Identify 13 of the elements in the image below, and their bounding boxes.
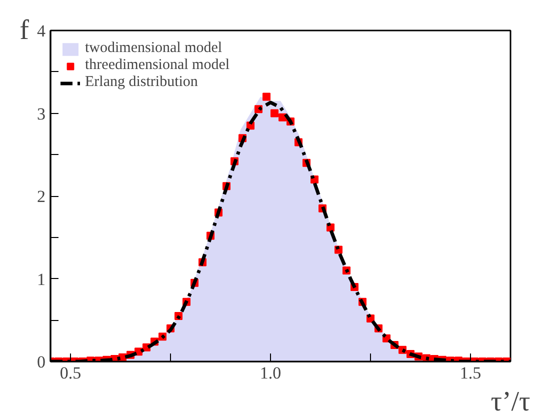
x-axis-title: τ’/τ	[490, 386, 530, 418]
y-tick-label: 2	[37, 187, 46, 206]
x-tick-label: 0.5	[60, 364, 82, 382]
y-tick-label: 0	[37, 352, 46, 372]
y-tick-label: 1	[37, 270, 46, 289]
legend-label: Erlang distribution	[85, 74, 198, 91]
x-tick-label: 1.0	[260, 364, 282, 382]
y-tick-label: 4	[37, 22, 46, 40]
x-tick-label: 1.5	[460, 364, 482, 382]
y-axis-title: f	[20, 15, 30, 46]
legend-label: twodimensional model	[85, 40, 222, 57]
legend-label: threedimensional model	[85, 57, 230, 74]
y-tick-label: 3	[37, 104, 46, 124]
